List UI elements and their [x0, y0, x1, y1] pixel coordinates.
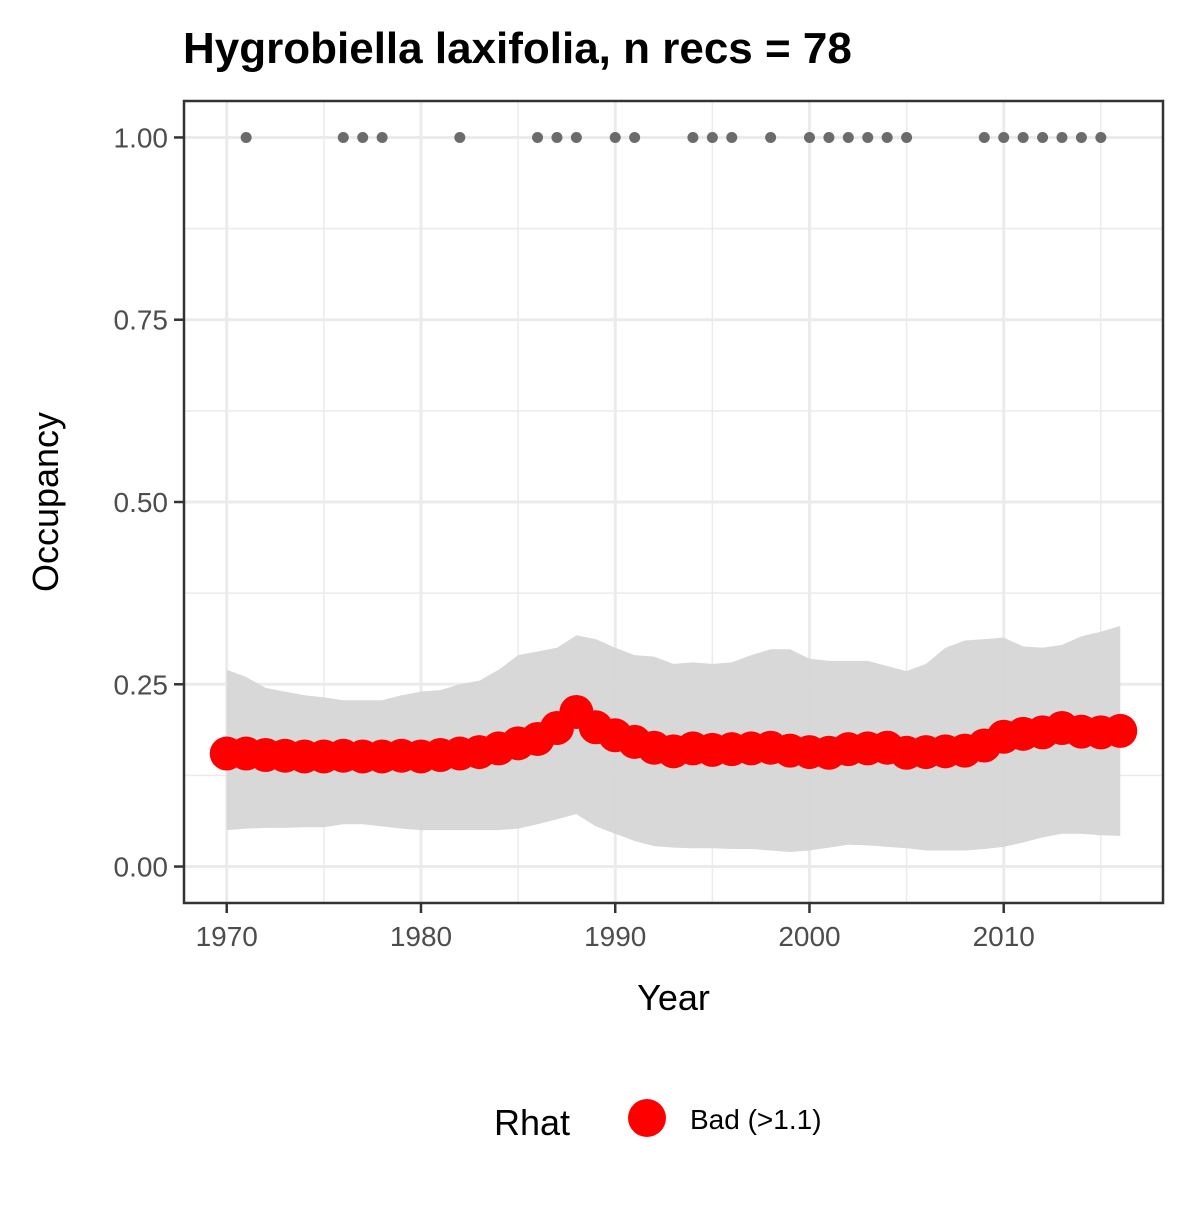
record-point: [1037, 131, 1049, 143]
record-point: [376, 131, 388, 143]
chart-title: Hygrobiella laxifolia, n recs = 78: [183, 24, 852, 73]
x-tick-label: 1980: [390, 921, 452, 952]
record-point: [881, 131, 893, 143]
y-tick-label: 0.50: [114, 487, 169, 518]
record-point: [629, 131, 641, 143]
y-tick-label: 1.00: [114, 122, 169, 153]
record-point: [726, 131, 738, 143]
occupancy-point: [1103, 713, 1138, 748]
legend: Rhat Bad (>1.1): [494, 1099, 822, 1143]
occupancy-series: [209, 694, 1138, 774]
record-point: [1056, 131, 1068, 143]
record-point: [337, 131, 349, 143]
x-tick-label: 1990: [584, 921, 646, 952]
record-point: [998, 131, 1010, 143]
record-point: [1075, 131, 1087, 143]
y-tick-label: 0.00: [114, 852, 169, 883]
legend-title: Rhat: [494, 1102, 570, 1143]
x-tick-label: 2010: [973, 921, 1035, 952]
record-points: [240, 131, 1107, 143]
record-point: [240, 131, 252, 143]
record-point: [570, 131, 582, 143]
y-tick-label: 0.75: [114, 305, 169, 336]
record-point: [706, 131, 718, 143]
record-point: [551, 131, 563, 143]
record-point: [765, 131, 777, 143]
x-axis-title: Year: [637, 977, 710, 1018]
record-point: [357, 131, 369, 143]
record-point: [532, 131, 544, 143]
record-point: [1095, 131, 1107, 143]
record-point: [901, 131, 913, 143]
record-point: [842, 131, 854, 143]
record-point: [803, 131, 815, 143]
legend-key-bad: [628, 1099, 666, 1137]
record-point: [862, 131, 874, 143]
record-point: [978, 131, 990, 143]
axes: 0.00 0.25 0.50 0.75 1.00 1970 1980 1990 2000 2010: [114, 122, 1035, 952]
record-point: [454, 131, 466, 143]
y-tick-label: 0.25: [114, 669, 169, 700]
record-point: [823, 131, 835, 143]
record-point: [609, 131, 621, 143]
x-tick-label: 2000: [778, 921, 840, 952]
x-tick-label: 1970: [196, 921, 258, 952]
record-point: [1017, 131, 1029, 143]
legend-label-bad: Bad (>1.1): [690, 1104, 822, 1135]
record-point: [687, 131, 699, 143]
y-axis-title: Occupancy: [25, 412, 66, 592]
